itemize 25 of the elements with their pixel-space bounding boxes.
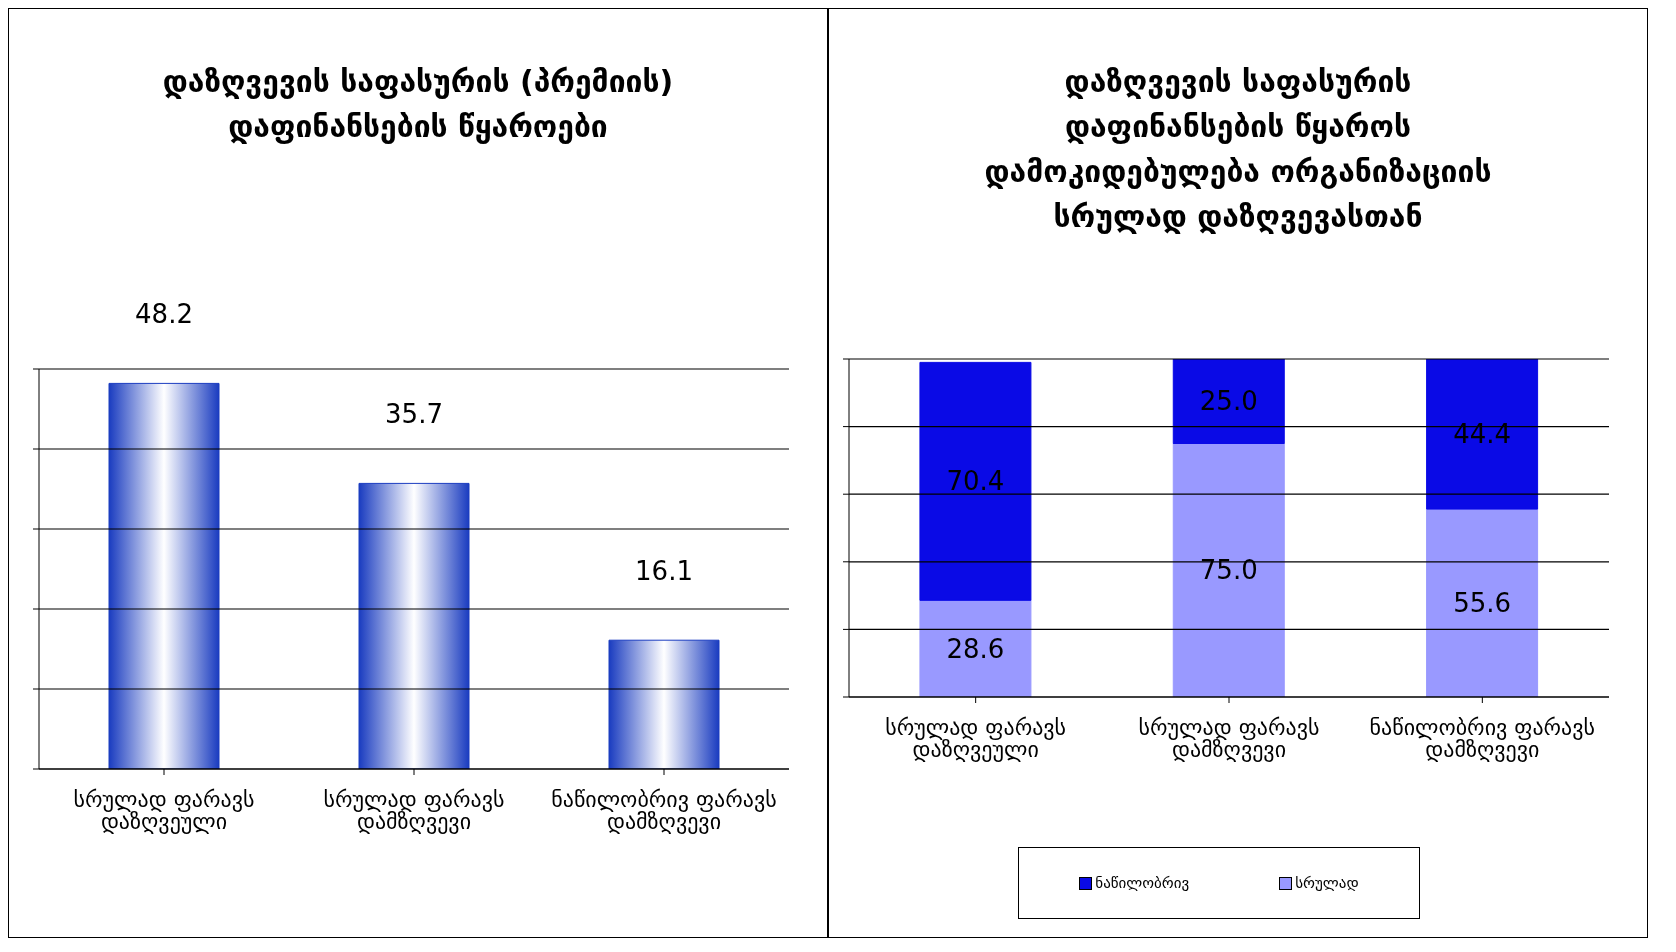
x-tick-label: სრულად ფარავს დაზღვეული (73, 786, 255, 834)
data-label: 28.6 (946, 633, 1005, 664)
bar (1172, 443, 1285, 697)
data-label: 70.4 (946, 466, 1005, 497)
legend-label: სრულად (1294, 874, 1359, 892)
bar (919, 599, 1032, 697)
data-label: 35.7 (385, 399, 443, 430)
x-tick-label: სრულად ფარავს დაზღვეული (885, 714, 1067, 762)
bar (1172, 359, 1285, 444)
x-tick-label: ნაწილობრივ ფარავს დამზღვევი (551, 786, 777, 834)
data-label: 44.4 (1453, 419, 1512, 450)
x-tick-label: ნაწილობრივ ფარავს დამზღვევი (1369, 714, 1596, 762)
chart-title: დაზღვევის საფასურის (პრემიის) დაფინანსების წყაროები (161, 63, 675, 146)
x-tick-label: სრულად ფარავს დამზღვევი (323, 786, 505, 834)
bar (1426, 359, 1539, 510)
bar (1426, 508, 1539, 697)
data-label: 55.6 (1453, 588, 1512, 619)
chart-title: დაზღვევის საფასურის დაფინანსების წყაროს დამოკიდებულება ორგანიზაციის სრულად დაზღვევასთან (983, 63, 1493, 236)
data-label: 75.0 (1199, 555, 1258, 586)
data-label: 25.0 (1199, 386, 1258, 417)
data-label: 48.2 (135, 299, 193, 330)
legend-label: ნაწილობრივ (1094, 874, 1190, 892)
bar (919, 361, 1032, 601)
data-label: 16.1 (635, 556, 693, 587)
x-tick-label: სრულად ფარავს დამზღვევი (1138, 714, 1320, 762)
